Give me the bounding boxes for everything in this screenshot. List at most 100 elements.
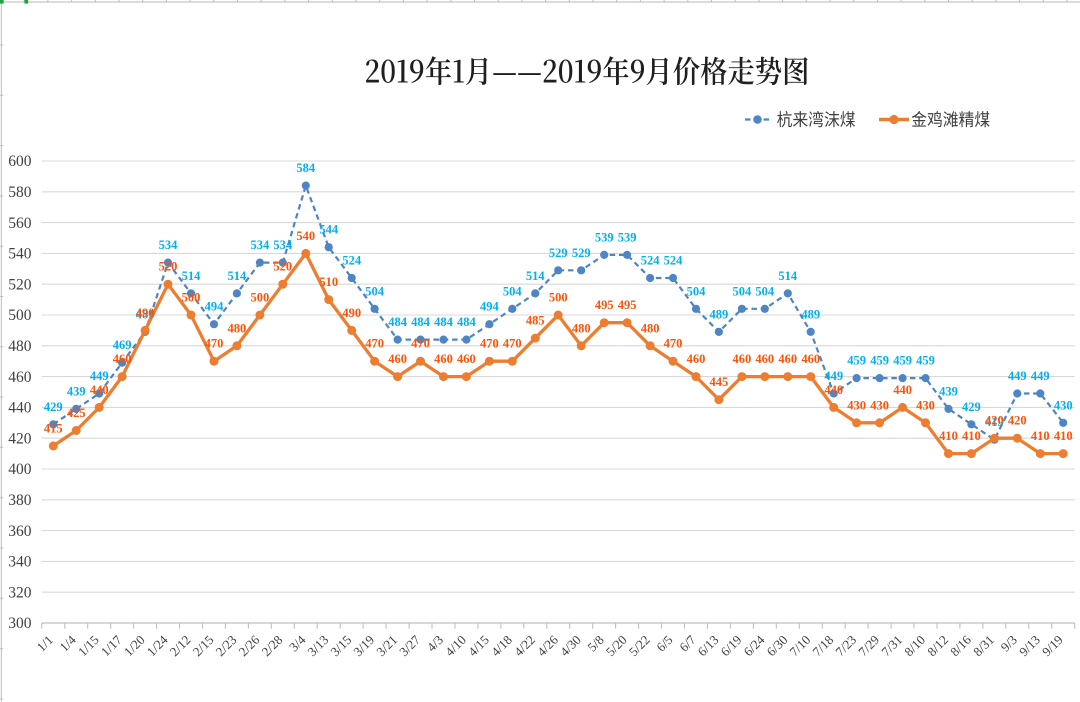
svg-text:469: 469 — [113, 338, 132, 352]
svg-text:484: 484 — [434, 315, 454, 329]
svg-text:524: 524 — [664, 254, 684, 268]
svg-text:430: 430 — [870, 398, 889, 412]
svg-text:459: 459 — [870, 354, 889, 368]
svg-text:460: 460 — [113, 352, 132, 366]
svg-text:484: 484 — [411, 315, 431, 329]
svg-text:560: 560 — [8, 215, 32, 232]
svg-text:470: 470 — [503, 337, 522, 351]
svg-text:470: 470 — [205, 337, 224, 351]
svg-text:415: 415 — [44, 421, 63, 435]
svg-text:460: 460 — [457, 352, 476, 366]
svg-text:500: 500 — [182, 291, 201, 305]
svg-text:514: 514 — [526, 269, 546, 283]
svg-text:470: 470 — [365, 337, 384, 351]
svg-text:440: 440 — [824, 383, 843, 397]
svg-text:459: 459 — [893, 354, 912, 368]
svg-text:500: 500 — [8, 307, 32, 324]
svg-text:449: 449 — [824, 369, 843, 383]
svg-text:489: 489 — [801, 307, 820, 321]
svg-text:500: 500 — [251, 291, 270, 305]
svg-text:460: 460 — [755, 352, 774, 366]
svg-text:544: 544 — [319, 223, 339, 237]
svg-text:484: 484 — [457, 315, 477, 329]
svg-text:600: 600 — [8, 153, 32, 170]
svg-text:510: 510 — [319, 275, 338, 289]
svg-text:520: 520 — [8, 276, 32, 293]
svg-text:539: 539 — [618, 230, 637, 244]
svg-text:524: 524 — [342, 254, 362, 268]
svg-text:410: 410 — [962, 429, 981, 443]
svg-text:534: 534 — [273, 238, 293, 252]
svg-text:419: 419 — [985, 415, 1004, 429]
svg-text:360: 360 — [8, 523, 32, 540]
svg-text:460: 460 — [778, 352, 797, 366]
svg-text:489: 489 — [710, 307, 729, 321]
svg-text:490: 490 — [136, 306, 155, 320]
svg-text:429: 429 — [44, 400, 63, 414]
svg-text:430: 430 — [847, 398, 866, 412]
svg-text:484: 484 — [388, 315, 408, 329]
svg-text:480: 480 — [8, 338, 32, 355]
svg-text:459: 459 — [916, 354, 935, 368]
svg-text:460: 460 — [801, 352, 820, 366]
svg-text:430: 430 — [1054, 398, 1073, 412]
svg-text:440: 440 — [8, 400, 32, 417]
svg-text:470: 470 — [480, 337, 499, 351]
svg-text:514: 514 — [182, 269, 202, 283]
svg-text:300: 300 — [8, 615, 32, 632]
svg-text:504: 504 — [503, 284, 523, 298]
svg-text:439: 439 — [67, 384, 86, 398]
svg-text:460: 460 — [8, 369, 32, 386]
svg-text:514: 514 — [228, 269, 248, 283]
svg-text:460: 460 — [434, 352, 453, 366]
svg-text:480: 480 — [228, 321, 247, 335]
svg-text:420: 420 — [8, 430, 32, 447]
svg-text:504: 504 — [733, 284, 753, 298]
svg-text:440: 440 — [893, 383, 912, 397]
svg-text:480: 480 — [572, 321, 591, 335]
svg-text:410: 410 — [1031, 429, 1050, 443]
svg-text:494: 494 — [205, 300, 225, 314]
svg-text:529: 529 — [572, 246, 591, 260]
svg-text:460: 460 — [687, 352, 706, 366]
svg-text:439: 439 — [939, 384, 958, 398]
svg-text:529: 529 — [549, 246, 568, 260]
svg-text:524: 524 — [641, 254, 661, 268]
svg-text:485: 485 — [526, 314, 545, 328]
svg-text:504: 504 — [755, 284, 775, 298]
svg-text:459: 459 — [847, 354, 866, 368]
svg-text:420: 420 — [985, 414, 1004, 428]
svg-text:470: 470 — [664, 337, 683, 351]
svg-text:449: 449 — [1008, 369, 1027, 383]
svg-text:540: 540 — [296, 229, 315, 243]
svg-text:460: 460 — [388, 352, 407, 366]
svg-text:449: 449 — [90, 369, 109, 383]
svg-text:540: 540 — [8, 246, 32, 263]
svg-text:440: 440 — [90, 383, 109, 397]
svg-text:514: 514 — [778, 269, 798, 283]
svg-text:534: 534 — [251, 238, 271, 252]
svg-text:410: 410 — [1054, 429, 1073, 443]
svg-text:480: 480 — [641, 321, 660, 335]
svg-text:490: 490 — [342, 306, 361, 320]
svg-text:520: 520 — [159, 260, 178, 274]
svg-text:504: 504 — [365, 284, 385, 298]
svg-text:445: 445 — [710, 375, 729, 389]
svg-text:340: 340 — [8, 554, 32, 571]
svg-text:495: 495 — [618, 298, 637, 312]
svg-text:449: 449 — [1031, 369, 1050, 383]
svg-text:460: 460 — [733, 352, 752, 366]
svg-text:429: 429 — [962, 400, 981, 414]
svg-text:420: 420 — [1008, 414, 1027, 428]
svg-text:410: 410 — [939, 429, 958, 443]
svg-text:539: 539 — [595, 230, 614, 244]
svg-text:470: 470 — [411, 337, 430, 351]
svg-text:520: 520 — [273, 260, 292, 274]
svg-text:495: 495 — [595, 298, 614, 312]
svg-text:584: 584 — [296, 161, 316, 175]
svg-text:504: 504 — [687, 284, 707, 298]
svg-text:425: 425 — [67, 406, 86, 420]
svg-text:580: 580 — [8, 184, 32, 201]
svg-text:430: 430 — [916, 398, 935, 412]
svg-text:494: 494 — [480, 300, 500, 314]
